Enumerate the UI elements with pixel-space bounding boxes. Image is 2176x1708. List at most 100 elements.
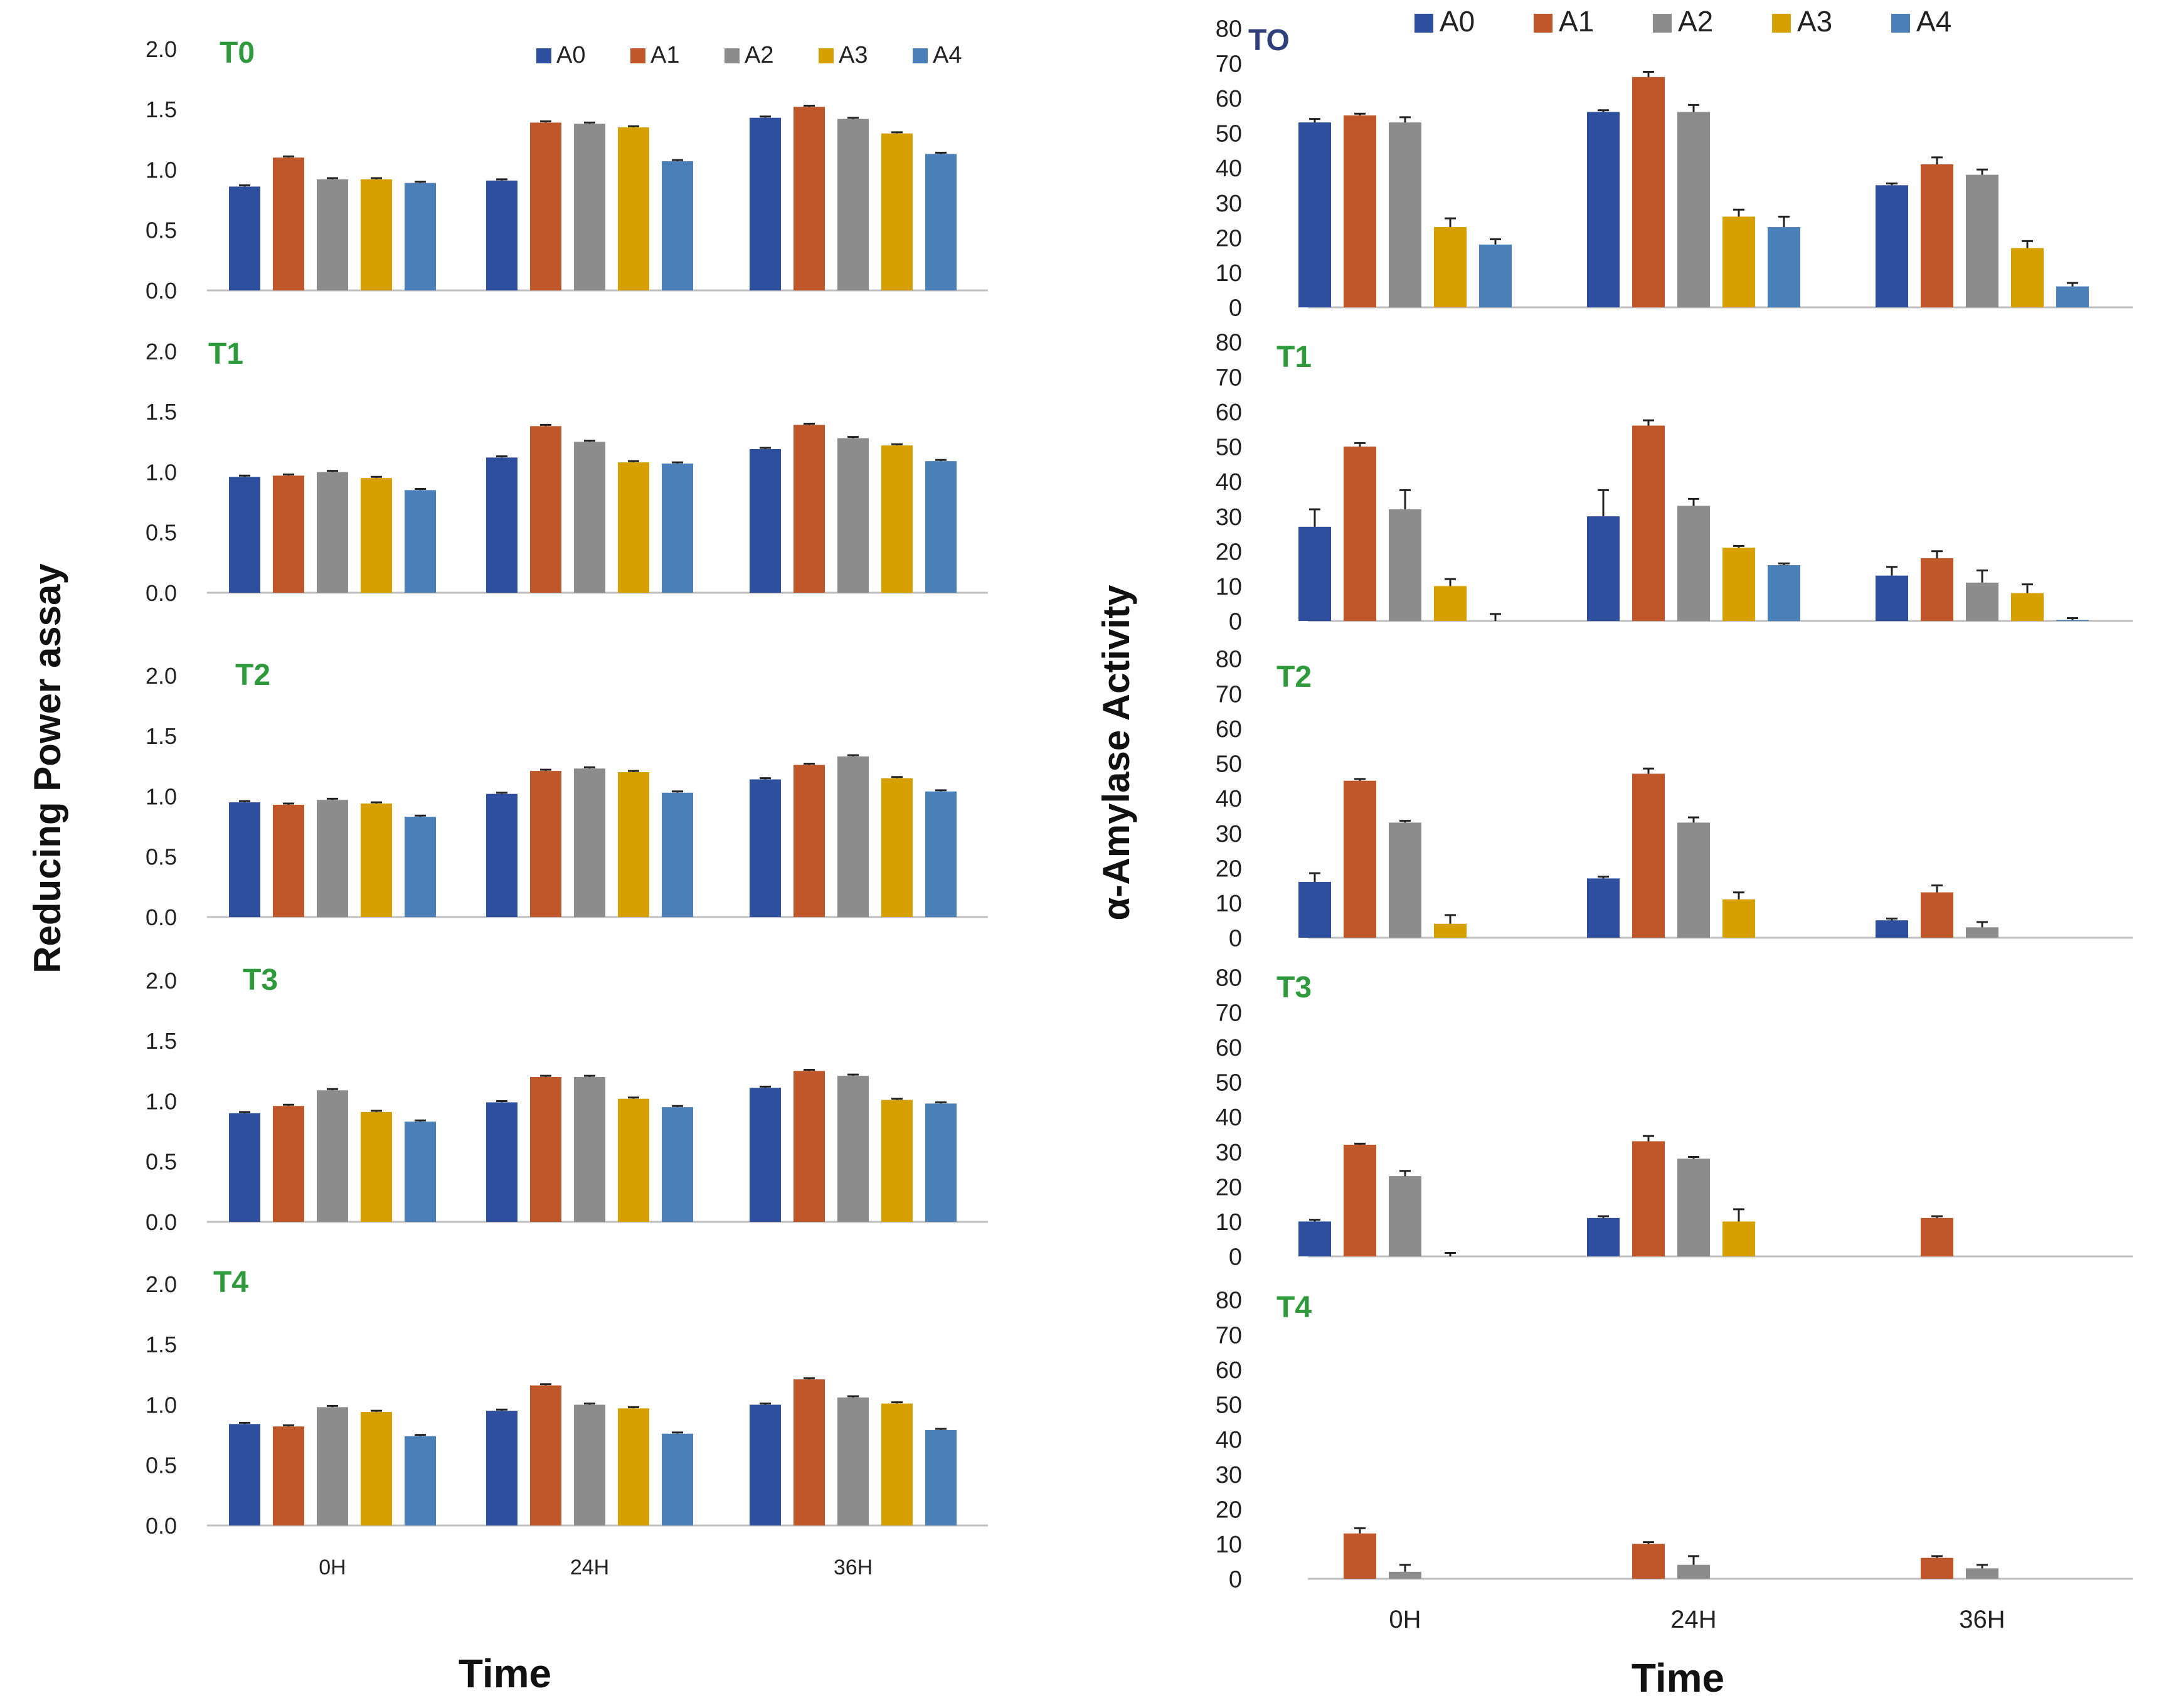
- bar-a3-24h: [1722, 216, 1755, 307]
- y-tick-label: 30: [1216, 821, 1242, 847]
- plots: 0.0 0.5 1.0 1.5 2.0 T0 0.0 0.5 1.0 1.5 2.0 T1 0.0 0.5…: [146, 16, 2133, 1633]
- bar-a1-0h: [273, 1426, 304, 1525]
- right-panel-t2: 0 10 20 30 40 50 60 70 80 T2: [1216, 647, 2133, 952]
- bar-a2-0h: [1389, 509, 1421, 621]
- y-tick-label: 50: [1216, 121, 1242, 147]
- bar-a0-0h: [1298, 882, 1331, 938]
- bar-a1-24h: [1632, 1141, 1665, 1256]
- left-panel-t1: 0.0 0.5 1.0 1.5 2.0 T1: [146, 337, 988, 606]
- bar-a1-0h: [1344, 1145, 1376, 1256]
- bar-a4-36h: [2056, 286, 2089, 307]
- legend-label-a3-right: A3: [1797, 5, 1832, 38]
- bar-a3-36h: [2011, 593, 2044, 621]
- bar-a2-36h: [1966, 927, 1998, 938]
- y-tick-label: 1.5: [146, 1028, 177, 1054]
- bar-a4-24h: [1768, 565, 1800, 621]
- y-tick-label: 80: [1216, 647, 1242, 673]
- bar-a1-24h: [1632, 773, 1665, 938]
- bar-a4-0h: [405, 817, 436, 917]
- bar-a0-36h: [750, 1088, 781, 1222]
- y-tick-label: 70: [1216, 364, 1242, 391]
- x-category-label: 36H: [1959, 1606, 2005, 1633]
- panel-label-t1: T1: [208, 337, 243, 371]
- y-tick-label: 70: [1216, 1322, 1242, 1349]
- y-tick-label: 0: [1229, 1567, 1242, 1593]
- y-tick-label: 80: [1216, 330, 1242, 356]
- bar-a4-24h: [662, 161, 693, 290]
- x-category-label: 0H: [319, 1556, 346, 1579]
- bar-a1-36h: [793, 425, 825, 593]
- bar-a2-24h: [574, 1404, 605, 1525]
- bar-a2-0h: [1389, 1571, 1421, 1579]
- panel-label-t3: T3: [1276, 971, 1312, 1004]
- bar-a3-36h: [881, 445, 913, 593]
- x-category-label: 36H: [834, 1556, 873, 1579]
- bar-a3-0h: [1434, 227, 1467, 307]
- legend-label-a1: A1: [650, 42, 679, 68]
- y-tick-label: 1.0: [146, 1088, 177, 1114]
- panel-label-t4: T4: [213, 1266, 248, 1299]
- bar-a4-0h: [1479, 244, 1512, 307]
- bar-a0-24h: [1587, 516, 1620, 621]
- bar-a4-24h: [662, 1433, 693, 1525]
- y-tick-label: 0.0: [146, 1513, 177, 1539]
- bar-a3-24h: [1722, 899, 1755, 938]
- legend-label-a2-right: A2: [1678, 5, 1713, 38]
- bar-a2-0h: [317, 472, 348, 593]
- bar-a3-36h: [881, 1403, 913, 1525]
- bar-a1-36h: [1921, 1217, 1953, 1256]
- bar-a2-36h: [1966, 174, 1998, 307]
- y-tick-label: 0.5: [146, 218, 177, 243]
- bar-a3-24h: [1722, 1221, 1755, 1256]
- y-tick-label: 2.0: [146, 968, 177, 994]
- y-tick-label: 50: [1216, 1392, 1242, 1419]
- bar-a0-0h: [1298, 526, 1331, 621]
- bar-a0-24h: [1587, 1217, 1620, 1256]
- bar-a4-0h: [405, 183, 436, 290]
- y-tick-label: 30: [1216, 1140, 1242, 1166]
- panel-label-t0: T0: [220, 36, 255, 70]
- bar-a0-0h: [229, 1424, 260, 1525]
- left-panel-t2: 0.0 0.5 1.0 1.5 2.0 T2: [146, 659, 988, 930]
- bar-a2-24h: [1677, 822, 1710, 938]
- x-category-label: 24H: [570, 1556, 609, 1579]
- legend-item-a4: A4: [913, 42, 962, 68]
- y-tick-label: 40: [1216, 469, 1242, 496]
- bar-a2-36h: [837, 438, 869, 593]
- y-tick-label: 70: [1216, 681, 1242, 708]
- legend-swatch-a4: [913, 48, 928, 63]
- bar-a2-24h: [574, 442, 605, 593]
- y-tick-label: 20: [1216, 539, 1242, 565]
- bar-a2-36h: [837, 1397, 869, 1525]
- legend-swatch-a0: [536, 48, 551, 63]
- bar-a1-24h: [530, 426, 561, 593]
- legend-item-a1: A1: [630, 42, 679, 68]
- y-tick-label: 2.0: [146, 1271, 177, 1297]
- y-tick-label: 60: [1216, 400, 1242, 426]
- bar-a2-24h: [1677, 1159, 1710, 1256]
- bar-a2-0h: [1389, 122, 1421, 307]
- y-tick-label: 0.5: [146, 520, 177, 546]
- legend-label-a0: A0: [556, 42, 585, 68]
- bar-a0-36h: [750, 117, 781, 290]
- bar-a0-0h: [229, 186, 260, 290]
- y-tick-label: 80: [1216, 965, 1242, 992]
- bar-a1-0h: [1344, 780, 1376, 938]
- bar-a1-36h: [793, 765, 825, 917]
- y-tick-label: 0.0: [146, 904, 177, 930]
- bar-a1-36h: [1921, 1557, 1953, 1579]
- bar-a2-24h: [1677, 112, 1710, 307]
- bar-a0-24h: [486, 1411, 517, 1525]
- bar-a1-0h: [1344, 1533, 1376, 1579]
- legend-swatch-a4-right: [1891, 14, 1910, 33]
- bar-a0-0h: [229, 1113, 260, 1222]
- bar-a2-24h: [574, 1077, 605, 1222]
- y-tick-label: 1.5: [146, 723, 177, 749]
- y-tick-label: 20: [1216, 856, 1242, 882]
- bar-a1-0h: [273, 157, 304, 290]
- y-tick-label: 40: [1216, 156, 1242, 182]
- panel-label-t2: T2: [235, 659, 270, 692]
- y-tick-label: 2.0: [146, 36, 177, 62]
- left-chart: 0.0 0.5 1.0 1.5 2.0 T0 0.0 0.5 1.0 1.5 2.0 T1 0.0 0.5…: [146, 36, 988, 1579]
